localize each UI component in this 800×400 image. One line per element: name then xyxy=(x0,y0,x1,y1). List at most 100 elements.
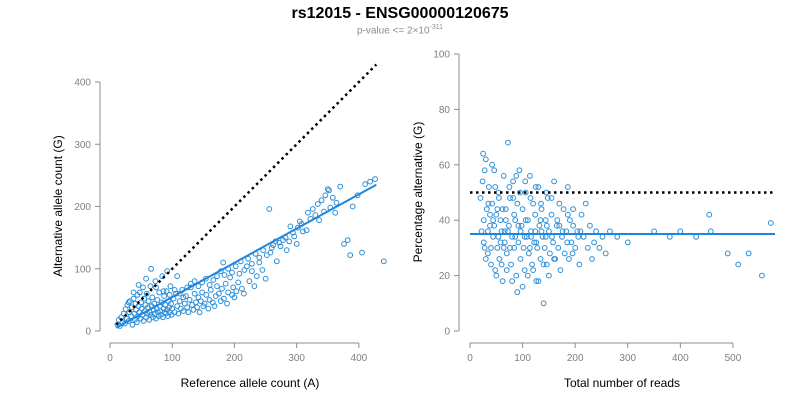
chart2-data-point xyxy=(577,228,584,235)
chart1-data-point xyxy=(287,223,294,230)
chart2-data-point xyxy=(519,206,526,213)
chart2-data-point xyxy=(533,278,540,285)
chart2-data-point xyxy=(584,245,591,251)
chart2-data-point xyxy=(535,278,542,285)
chart2-data-point xyxy=(503,267,510,274)
chart1-data-point xyxy=(263,252,270,259)
chart1-data-point xyxy=(333,199,340,206)
chart2-data-point xyxy=(491,222,498,229)
chart1-data-point xyxy=(159,273,166,280)
chart1-data-point xyxy=(175,310,182,317)
chart2-data-point xyxy=(482,156,489,163)
chart2-data-point xyxy=(515,222,522,229)
chart2-data-point xyxy=(602,250,609,257)
chart1-data-point xyxy=(147,283,154,290)
chart2-y-tick-label: 0 xyxy=(444,327,450,338)
chart1-data-point xyxy=(268,244,275,251)
chart2-data-point xyxy=(555,245,562,251)
chart1-data-point xyxy=(246,278,253,285)
chart2-data-point xyxy=(477,195,484,201)
chart2-data-point xyxy=(497,217,504,224)
chart1-data-point xyxy=(130,289,137,296)
chart2-data-point xyxy=(530,267,537,274)
chart1-data-point xyxy=(235,279,242,286)
chart2-data-point xyxy=(547,250,553,257)
chart1-data-point xyxy=(367,178,374,185)
chart2-data-point xyxy=(693,233,700,240)
chart2-data-point xyxy=(495,233,502,240)
chart2-data-point xyxy=(578,211,585,218)
chart1-y-tick-label: 100 xyxy=(74,264,91,275)
chart2-data-point xyxy=(537,256,544,262)
chart2-data-point xyxy=(514,200,521,207)
chart1-data-point xyxy=(137,289,143,296)
chart2-data-point xyxy=(537,217,544,224)
chart1-data-point xyxy=(372,176,379,183)
chart2-data-point xyxy=(493,272,500,279)
chart1-data-point xyxy=(359,249,365,256)
chart1-data-point xyxy=(154,297,161,303)
chart2-x-axis-title: Total number of reads xyxy=(564,376,680,390)
chart2-data-point xyxy=(549,233,555,240)
chart2-data-point xyxy=(564,239,571,246)
chart1-y-tick-label: 400 xyxy=(74,78,91,89)
chart1-data-point xyxy=(324,186,331,193)
chart2-data-point xyxy=(502,217,509,224)
chart1-data-point xyxy=(171,287,178,293)
chart2-data-point xyxy=(564,184,571,190)
chart2-data-point xyxy=(529,261,536,268)
chart1-x-axis-title: Reference allele count (A) xyxy=(181,376,320,390)
chart2-data-point xyxy=(706,211,713,218)
chart1-data-point xyxy=(230,284,237,291)
chart1-data-point xyxy=(135,282,142,288)
chart2-y-tick-label: 20 xyxy=(439,271,451,282)
chart1-data-point xyxy=(266,206,273,212)
chart1-data-point xyxy=(191,290,198,297)
chart1-data-point xyxy=(201,300,208,307)
chart2-data-point xyxy=(527,195,534,201)
chart2-x-tick-label: 100 xyxy=(514,353,531,364)
chart2-data-point xyxy=(735,261,742,268)
chart1-data-point xyxy=(240,290,247,297)
chart2-data-point xyxy=(494,206,501,213)
chart2-data-point xyxy=(564,211,571,218)
chart2-data-point xyxy=(479,178,486,185)
chart2-data-point xyxy=(759,272,765,279)
chart2-data-point xyxy=(487,211,493,218)
chart1-data-point xyxy=(167,283,174,290)
chart2-data-point xyxy=(512,233,519,240)
chart2-data-point xyxy=(568,239,575,246)
chart2-data-point xyxy=(546,272,552,279)
chart1-data-point xyxy=(344,237,351,244)
chart2-y-axis-title: Percentage alternative (G) xyxy=(411,122,425,263)
chart1-data-point xyxy=(291,233,298,240)
chart2-data-point xyxy=(513,173,520,179)
chart1-data-point xyxy=(220,259,227,266)
chart1-data-point xyxy=(236,270,243,277)
chart2-data-point xyxy=(507,195,513,201)
chart2-data-point xyxy=(517,189,523,196)
chart2-data-point xyxy=(500,245,507,251)
chart2-data-point xyxy=(540,300,547,307)
chart1-data-point xyxy=(210,277,217,283)
chart2-data-point xyxy=(532,211,539,218)
chart2-data-point xyxy=(498,261,505,268)
p-value-exponent: -311 xyxy=(429,24,444,31)
chart2-data-point xyxy=(483,206,490,213)
chart1-data-point xyxy=(196,309,203,316)
chart2-data-point xyxy=(502,206,509,213)
chart2-data-point xyxy=(506,184,513,190)
chart2-data-point xyxy=(542,217,549,224)
chart2-data-point xyxy=(599,233,606,240)
chart2-data-point xyxy=(514,289,521,296)
chart2-data-point xyxy=(570,222,577,229)
chart2-data-point xyxy=(500,173,507,179)
chart1-data-point xyxy=(130,295,137,302)
chart1-data-point xyxy=(329,194,336,201)
chart2-data-point xyxy=(510,195,516,201)
chart2-data-point xyxy=(544,195,551,201)
chart1-x-tick-label: 200 xyxy=(226,353,243,364)
chart1-data-point xyxy=(199,289,206,296)
chart1-data-point xyxy=(332,209,339,216)
